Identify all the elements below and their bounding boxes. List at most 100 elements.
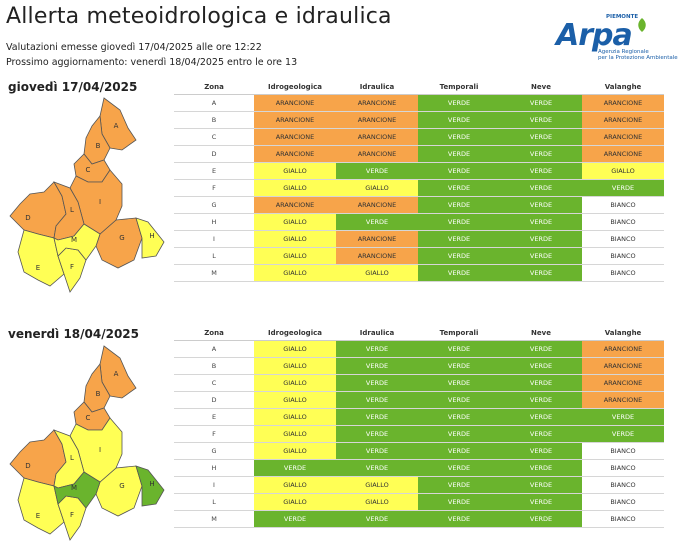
table-row: D ARANCIONE ARANCIONE VERDE VERDE ARANCIONE: [174, 145, 664, 163]
alert-level-cell: VERDE: [336, 340, 418, 358]
zone-cell: F: [174, 425, 254, 443]
alert-level-cell: BIANCO: [582, 264, 664, 282]
alert-level-cell: VERDE: [418, 374, 500, 392]
zone-cell: B: [174, 357, 254, 375]
alert-level-cell: VERDE: [418, 442, 500, 460]
arpa-logo: PIEMONTE Arpa Agenzia Regionale per la P…: [552, 14, 678, 62]
map-zone-label: F: [70, 263, 74, 271]
alert-level-cell: VERDE: [418, 145, 500, 163]
alert-level-cell: GIALLO: [336, 179, 418, 197]
alert-level-cell: VERDE: [500, 442, 582, 460]
alert-level-cell: GIALLO: [254, 162, 336, 180]
alert-level-cell: ARANCIONE: [582, 340, 664, 358]
zone-cell: L: [174, 247, 254, 265]
zone-cell: B: [174, 111, 254, 129]
alert-level-cell: VERDE: [500, 425, 582, 443]
alert-level-cell: VERDE: [500, 111, 582, 129]
table-row: L GIALLO GIALLO VERDE VERDE BIANCO: [174, 493, 664, 511]
alert-level-cell: BIANCO: [582, 493, 664, 511]
table-row: L GIALLO ARANCIONE VERDE VERDE BIANCO: [174, 247, 664, 265]
alert-level-cell: VERDE: [500, 230, 582, 248]
alert-level-cell: VERDE: [336, 162, 418, 180]
map-zone-label: F: [70, 511, 74, 519]
alert-level-cell: GIALLO: [336, 493, 418, 511]
zone-cell: G: [174, 442, 254, 460]
alert-level-cell: GIALLO: [254, 247, 336, 265]
map-zone-e: [17, 229, 65, 287]
column-header: Idrogeologica: [254, 80, 336, 95]
alert-level-cell: BIANCO: [582, 459, 664, 477]
map-zone-label: H: [149, 480, 154, 488]
alert-level-cell: GIALLO: [254, 425, 336, 443]
alert-level-cell: ARANCIONE: [336, 145, 418, 163]
alert-level-cell: VERDE: [418, 196, 500, 214]
zone-cell: A: [174, 94, 254, 112]
zone-cell: C: [174, 374, 254, 392]
alert-level-cell: BIANCO: [582, 476, 664, 494]
zone-cell: I: [174, 476, 254, 494]
alert-level-cell: VERDE: [336, 391, 418, 409]
map-zone-label: M: [71, 484, 77, 492]
alert-level-cell: GIALLO: [254, 408, 336, 426]
alert-level-cell: VERDE: [418, 162, 500, 180]
column-header: Idrogeologica: [254, 326, 336, 341]
map-zone-h: [135, 217, 165, 259]
alert-level-cell: VERDE: [500, 94, 582, 112]
map-zone-h: [135, 465, 165, 507]
table-row: M VERDE VERDE VERDE VERDE BIANCO: [174, 510, 664, 528]
alert-level-cell: VERDE: [336, 459, 418, 477]
zone-map-day-2: A B C D E F G H I L M: [4, 340, 170, 550]
column-header: Idraulica: [336, 80, 418, 95]
alert-level-cell: VERDE: [418, 128, 500, 146]
alert-level-cell: ARANCIONE: [336, 196, 418, 214]
map-zone-m: [53, 471, 101, 509]
alert-level-cell: VERDE: [500, 459, 582, 477]
alert-level-cell: VERDE: [500, 213, 582, 231]
map-zone-label: L: [70, 206, 74, 214]
leaf-icon: [638, 18, 646, 32]
column-header: Neve: [500, 326, 582, 341]
table-header-row: Zona Idrogeologica Idraulica Temporali Neve V…: [174, 326, 664, 341]
alert-level-cell: ARANCIONE: [254, 196, 336, 214]
zone-cell: H: [174, 213, 254, 231]
map-zone-m: [53, 223, 101, 261]
alert-level-cell: VERDE: [500, 493, 582, 511]
map-zone-label: L: [70, 454, 74, 462]
alert-level-cell: ARANCIONE: [336, 128, 418, 146]
alert-level-cell: VERDE: [418, 510, 500, 528]
alert-level-cell: VERDE: [500, 408, 582, 426]
alert-level-cell: ARANCIONE: [336, 111, 418, 129]
zone-cell: A: [174, 340, 254, 358]
alert-level-cell: VERDE: [500, 476, 582, 494]
zone-cell: H: [174, 459, 254, 477]
table-row: A ARANCIONE ARANCIONE VERDE VERDE ARANCIONE: [174, 94, 664, 112]
table-row: B ARANCIONE ARANCIONE VERDE VERDE ARANCIONE: [174, 111, 664, 129]
map-zone-label: B: [96, 390, 101, 398]
alert-level-cell: VERDE: [500, 247, 582, 265]
map-zone-label: G: [119, 234, 124, 242]
table-row: B GIALLO VERDE VERDE VERDE ARANCIONE: [174, 357, 664, 375]
alert-level-cell: VERDE: [418, 357, 500, 375]
alert-level-cell: ARANCIONE: [582, 111, 664, 129]
map-zone-label: M: [71, 236, 77, 244]
table-row: C ARANCIONE ARANCIONE VERDE VERDE ARANCIONE: [174, 128, 664, 146]
table-row: H VERDE VERDE VERDE VERDE BIANCO: [174, 459, 664, 477]
table-row: G ARANCIONE ARANCIONE VERDE VERDE BIANCO: [174, 196, 664, 214]
alert-level-cell: VERDE: [336, 357, 418, 375]
map-zone-label: I: [99, 198, 101, 206]
logo-brand: Arpa: [556, 18, 633, 53]
zone-cell: D: [174, 391, 254, 409]
alert-level-cell: VERDE: [500, 145, 582, 163]
logo-tagline-1: Agenzia Regionale: [598, 49, 649, 55]
table-row: A GIALLO VERDE VERDE VERDE ARANCIONE: [174, 340, 664, 358]
alert-level-cell: GIALLO: [254, 442, 336, 460]
table-row: I GIALLO GIALLO VERDE VERDE BIANCO: [174, 476, 664, 494]
map-zone-g: [95, 217, 143, 269]
zone-cell: E: [174, 408, 254, 426]
logo-tagline-2: per la Protezione Ambientale: [598, 55, 678, 61]
alert-level-cell: GIALLO: [254, 213, 336, 231]
column-header: Neve: [500, 80, 582, 95]
alert-level-cell: VERDE: [418, 264, 500, 282]
map-zone-label: A: [114, 122, 119, 130]
alert-level-cell: BIANCO: [582, 196, 664, 214]
